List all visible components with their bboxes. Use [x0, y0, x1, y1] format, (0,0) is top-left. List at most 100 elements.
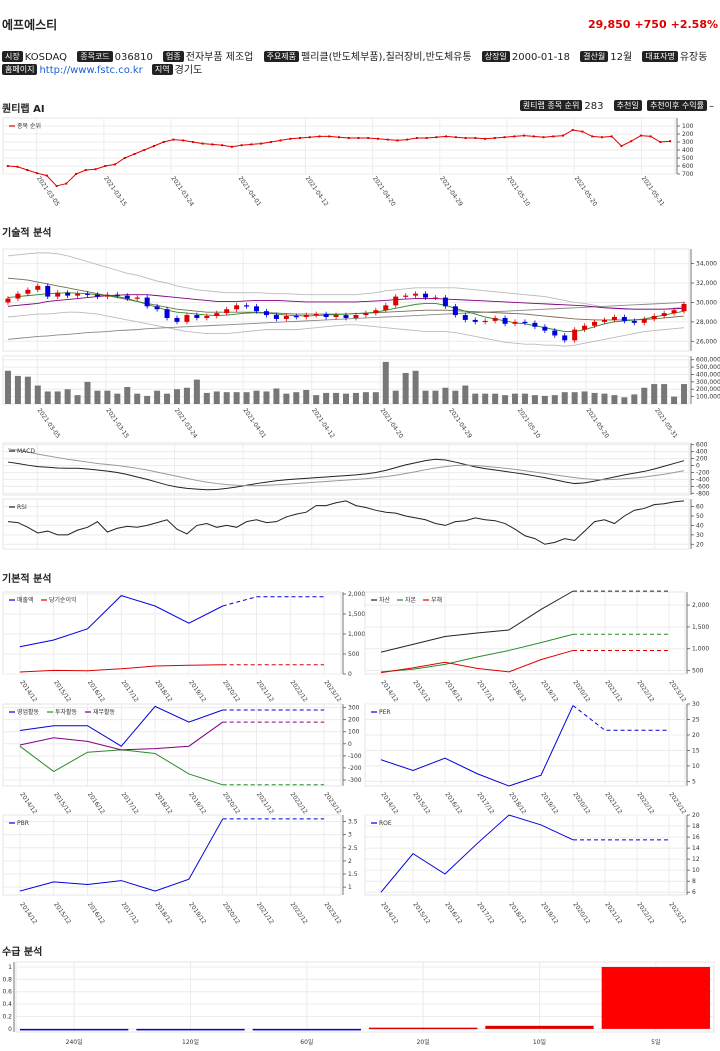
volume-bar — [571, 392, 578, 404]
sales-chart-series-line — [19, 664, 223, 673]
cashflow-chart-ytick-label: -300 — [348, 777, 362, 784]
volume-bar — [203, 392, 210, 404]
rank-chart-point — [104, 165, 107, 167]
volume-chart-ytick-label: 300,000 — [696, 379, 720, 386]
candle-body — [423, 293, 429, 298]
volume-chart-xtick-label: 2021-04-12 — [310, 407, 336, 440]
candle-chart-band-lower-line — [7, 311, 685, 347]
volume-bar — [173, 389, 180, 404]
rank-chart-point — [26, 169, 29, 171]
macd-chart-series-line — [7, 448, 685, 487]
rank-chart-ytick-label: 200 — [682, 131, 694, 138]
candle-chart-ytick-label: 26,000 — [696, 338, 717, 345]
fiscal-tag: 결산월 — [580, 51, 609, 62]
volume-chart-xtick-label: 2021-04-01 — [241, 407, 267, 440]
volume-bar — [392, 390, 399, 404]
volume-bar — [611, 395, 618, 404]
volume-bar — [323, 392, 330, 404]
rank-chart-point — [415, 137, 418, 139]
rank-chart-xtick-label: 2021-05-31 — [640, 175, 666, 208]
pbr-chart-xtick-label: 2014/12 — [18, 901, 38, 926]
candle-chart-ytick-label: 32,000 — [696, 280, 717, 287]
stock-name: 에프에스티 — [2, 18, 58, 32]
roe-chart-xtick-label: 2019/12 — [539, 901, 559, 926]
rank-chart-point — [318, 135, 321, 138]
balance-chart-xtick-label: 2022/12 — [635, 679, 655, 704]
roe-chart-xtick-label: 2020/12 — [571, 901, 591, 926]
per-chart-ytick-label: 30 — [692, 701, 700, 708]
candle-body — [413, 293, 419, 296]
sales-chart-legend-label: 당기순이익 — [49, 596, 77, 604]
balance-chart-xtick-label: 2020/12 — [571, 679, 591, 704]
candle-body — [244, 305, 250, 307]
rank-chart-point — [425, 137, 428, 139]
rank-chart-xtick-label: 2021-04-20 — [371, 175, 397, 208]
sales-chart-xtick-label: 2022/12 — [289, 679, 309, 704]
candle-body — [234, 305, 240, 310]
volume-bar — [343, 393, 349, 404]
rec-return-tag: 추천이후 수익률 — [646, 100, 707, 111]
roe-chart-ytick-label: 8 — [692, 878, 696, 885]
volume-bar — [233, 392, 240, 404]
candle-body — [75, 293, 81, 296]
candle-body — [343, 315, 349, 318]
rank-chart-point — [36, 172, 39, 175]
candle-body — [124, 295, 130, 299]
sales-chart-ytick-label: 1,000 — [348, 631, 365, 638]
rank-chart-point — [600, 136, 603, 139]
ceo-value: 유장동 — [679, 52, 708, 63]
candle-body — [134, 297, 140, 299]
candle-body — [204, 316, 210, 318]
region-tag: 지역 — [151, 64, 173, 75]
candle-body — [582, 325, 588, 330]
roe-chart-legend-label: ROE — [379, 820, 392, 827]
rank-chart-ytick-label: 300 — [682, 139, 694, 146]
listed-value: 2000-01-18 — [511, 52, 570, 63]
sales-chart-xtick-label: 2014/12 — [18, 679, 38, 704]
volume-bar — [64, 389, 71, 404]
volume-bar — [223, 392, 230, 404]
volume-bar — [333, 392, 340, 404]
macd-chart-ytick-label: -600 — [696, 483, 710, 490]
rsi-chart-ytick-label: 60 — [696, 504, 704, 511]
macd-chart-legend-label: MACD — [17, 448, 35, 455]
rank-chart-point — [639, 134, 642, 137]
candle-body — [283, 316, 289, 319]
per-chart-legend-label: PER — [379, 709, 391, 716]
rank-chart-point — [503, 136, 506, 139]
price-percent: +2.58% — [670, 18, 718, 31]
cashflow-chart-series-line — [19, 721, 223, 751]
section-title-supply: 수급 분석 — [2, 947, 43, 958]
sales-chart-legend-label: 매출액 — [17, 596, 34, 604]
candle-body — [184, 315, 190, 322]
rank-chart-point — [16, 165, 19, 168]
candle-body — [532, 322, 538, 327]
rank-chart-point — [454, 136, 457, 139]
industry-value: 전자부품 제조업 — [185, 52, 254, 63]
rank-chart-ytick-label: 600 — [682, 163, 694, 170]
rank-chart-xtick-label: 2021-03-24 — [169, 175, 195, 208]
balance-chart-legend-label: 부채 — [431, 596, 442, 604]
rank-chart-legend-label: 종목 순위 — [17, 122, 41, 130]
volume-bar — [432, 390, 439, 404]
rank-chart-point — [328, 135, 331, 138]
supply-chart-ytick-label: 0.6 — [2, 989, 12, 996]
volume-chart-xtick-label: 2021-04-20 — [379, 407, 405, 440]
balance-chart-legend-label: 자산 — [379, 596, 391, 604]
volume-bar — [502, 395, 509, 404]
rank-chart-ytick-label: 100 — [682, 123, 694, 130]
cashflow-chart-legend-label: 투자활동 — [55, 708, 78, 716]
rank-chart-point — [308, 136, 311, 139]
candle-body — [373, 310, 379, 314]
rsi-chart-ytick-label: 40 — [696, 522, 704, 529]
candle-body — [263, 311, 269, 316]
homepage-link[interactable]: http://www.fstc.co.kr — [39, 65, 143, 76]
rank-chart-xtick-label: 2021-04-01 — [237, 175, 263, 208]
balance-chart-frame — [364, 591, 686, 675]
sales-chart-frame — [2, 591, 342, 675]
rank-chart-point — [84, 169, 87, 171]
volume-bar — [621, 397, 628, 404]
candle-body — [552, 330, 558, 336]
balance-chart-ytick-label: 2,000 — [692, 602, 709, 609]
per-chart-xtick-label: 2018/12 — [507, 791, 527, 816]
